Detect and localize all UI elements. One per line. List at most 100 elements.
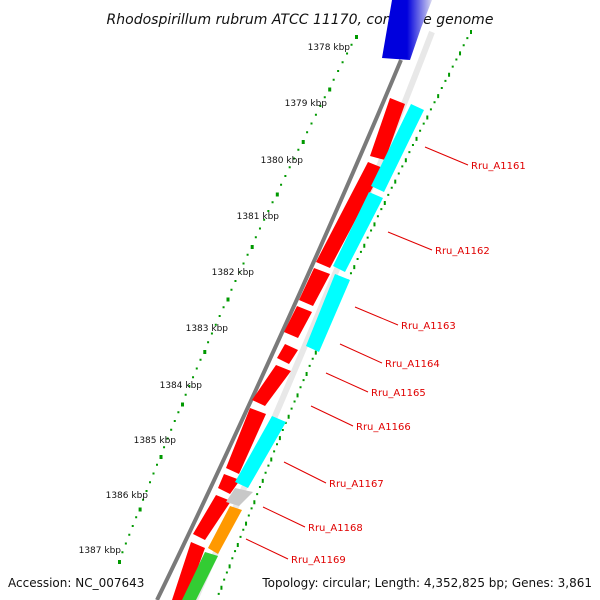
track-dash bbox=[451, 65, 454, 68]
scale-dot bbox=[128, 533, 131, 536]
scale-dot bbox=[145, 490, 148, 492]
track-dash bbox=[234, 550, 237, 553]
scale-dot bbox=[271, 201, 274, 204]
scale-dot bbox=[159, 455, 163, 459]
track-dash bbox=[380, 208, 383, 211]
gene-label[interactable]: Rru_A1162 bbox=[435, 246, 490, 257]
gene-block-red bbox=[218, 474, 240, 494]
scale-dot bbox=[314, 113, 317, 116]
scale-dot bbox=[246, 253, 249, 256]
track-dash bbox=[293, 400, 296, 403]
scale-dot bbox=[181, 402, 185, 407]
scale-dot bbox=[263, 218, 266, 221]
track-dash bbox=[462, 44, 465, 47]
leader-line bbox=[354, 306, 399, 326]
genome-backbone bbox=[155, 59, 403, 600]
scale-dot bbox=[170, 428, 173, 431]
gene-block-red bbox=[316, 162, 383, 268]
track-dash bbox=[433, 101, 436, 104]
track-dash bbox=[220, 585, 223, 590]
scale-dot bbox=[293, 157, 296, 160]
gc-dots bbox=[217, 30, 472, 595]
scale-dot bbox=[267, 210, 270, 212]
gene-block-red bbox=[284, 306, 312, 338]
track-dash bbox=[408, 151, 411, 154]
scale-dot bbox=[234, 280, 237, 282]
leader-line bbox=[424, 146, 469, 166]
gene-label[interactable]: Rru_A1164 bbox=[385, 359, 440, 370]
scale-dot bbox=[346, 52, 349, 55]
scale-dot bbox=[323, 96, 326, 99]
track-dash bbox=[376, 215, 379, 218]
scale-dot bbox=[250, 245, 254, 249]
gene-label[interactable]: Rru_A1166 bbox=[356, 422, 411, 433]
scale-dot bbox=[131, 525, 134, 527]
track-dash bbox=[356, 258, 359, 260]
gene-label[interactable]: Rru_A1163 bbox=[401, 321, 456, 332]
forward-strand-features bbox=[172, 98, 405, 600]
scale-dot bbox=[138, 507, 142, 512]
gene-label[interactable]: Rru_A1167 bbox=[329, 479, 384, 490]
scale-dot bbox=[192, 376, 195, 379]
scale-dot bbox=[230, 288, 233, 291]
scale-dot bbox=[328, 87, 332, 92]
scale-dot bbox=[156, 463, 159, 466]
blue-feature bbox=[382, 0, 432, 60]
track-dash bbox=[296, 393, 299, 398]
track-dash bbox=[311, 357, 314, 360]
scale-dot bbox=[210, 332, 213, 335]
scale-dot bbox=[152, 472, 155, 475]
track-dash bbox=[387, 193, 390, 196]
track-dash bbox=[314, 350, 317, 355]
kbp-label: 1387 kbp bbox=[79, 546, 122, 556]
track-dash bbox=[466, 37, 469, 40]
kbp-label: 1380 kbp bbox=[261, 156, 304, 166]
track-dash bbox=[429, 108, 432, 111]
reverse-strand-features bbox=[182, 104, 424, 600]
scale-dot bbox=[254, 236, 257, 239]
gene-label[interactable]: Rru_A1161 bbox=[471, 161, 526, 172]
track-dash bbox=[437, 94, 440, 99]
scale-dot bbox=[218, 315, 221, 317]
kbp-label: 1384 kbp bbox=[160, 381, 203, 391]
gene-label[interactable]: Rru_A1169 bbox=[291, 555, 346, 566]
gene-block-red bbox=[226, 408, 266, 474]
leader-line bbox=[245, 538, 289, 560]
track-dash bbox=[299, 386, 302, 389]
gene-block-red bbox=[193, 495, 231, 540]
track-dash bbox=[253, 500, 256, 505]
gene-block-red bbox=[370, 98, 405, 160]
track-dash bbox=[256, 493, 259, 496]
scale-dot bbox=[173, 420, 176, 422]
gene-block-orange bbox=[208, 506, 242, 554]
leader-line bbox=[283, 461, 327, 484]
scale-dot bbox=[280, 183, 283, 186]
scale-dot bbox=[306, 131, 309, 134]
kbp-label: 1383 kbp bbox=[186, 324, 229, 334]
track-dash bbox=[459, 51, 462, 56]
track-dash bbox=[258, 486, 261, 488]
track-dash bbox=[370, 229, 373, 232]
track-dash bbox=[284, 421, 287, 424]
track-dash bbox=[404, 158, 407, 163]
scale-dot bbox=[177, 411, 180, 414]
track-dash bbox=[217, 592, 220, 595]
track-dash bbox=[440, 87, 443, 89]
track-dash bbox=[444, 79, 447, 82]
track-dash bbox=[223, 578, 226, 581]
kbp-label: 1378 kbp bbox=[308, 43, 351, 53]
scale-dot bbox=[199, 358, 202, 361]
track-dash bbox=[373, 222, 376, 227]
gene-block-cyan bbox=[333, 192, 383, 272]
accession-text: Accession: NC_007643 bbox=[8, 576, 144, 590]
track-dash bbox=[455, 58, 458, 61]
scale-dot bbox=[166, 437, 169, 440]
gene-block-cyan bbox=[306, 274, 350, 352]
track-dash bbox=[422, 122, 425, 125]
gene-label[interactable]: Rru_A1165 bbox=[371, 388, 426, 399]
scale-dot bbox=[297, 148, 300, 151]
gene-labels[interactable]: Rru_A1161 Rru_A1162 Rru_A1163 Rru_A1164 … bbox=[245, 146, 526, 566]
gene-label[interactable]: Rru_A1168 bbox=[308, 523, 363, 534]
scale-dot bbox=[195, 367, 198, 370]
